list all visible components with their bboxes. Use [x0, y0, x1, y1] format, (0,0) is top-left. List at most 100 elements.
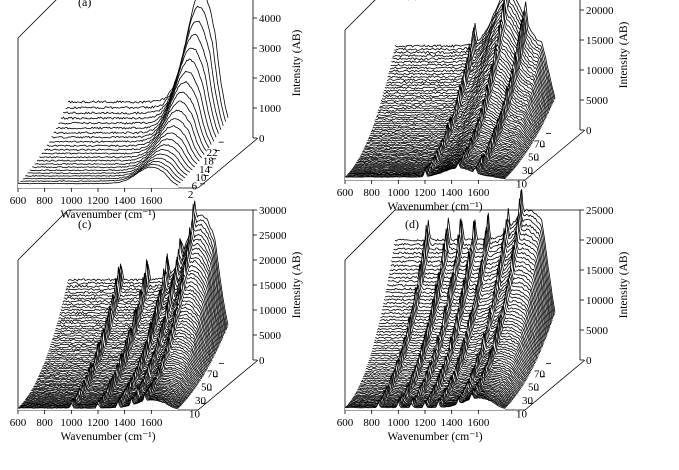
spectrum-line [63, 20, 224, 126]
panel-label: (c) [78, 217, 91, 231]
spectrum-line [41, 340, 203, 379]
spectrum-line [355, 376, 517, 397]
spectrum-line [24, 157, 186, 179]
spectrum-line [32, 143, 193, 171]
x-tick-label: 800 [36, 195, 53, 207]
spectrum-line [393, 203, 554, 317]
y-tick-label: 25000 [586, 205, 614, 217]
z-tick-label: 14 [199, 164, 211, 176]
spectrum-line [36, 355, 198, 387]
spectrum-line [370, 100, 531, 147]
z-tick-label: 2 [188, 189, 194, 201]
x-tick-label: 1000 [387, 187, 410, 199]
z-tick-label: 30 [522, 165, 534, 177]
spectrum-line [388, 19, 549, 114]
spectrum-line [58, 260, 219, 348]
y-tick-label: 15000 [259, 280, 287, 292]
spectrum-line [372, 317, 533, 369]
spectrum-line [360, 131, 522, 161]
spectrum-line [352, 377, 514, 400]
x-tick-label: 1600 [140, 417, 163, 429]
spectrum-line [386, 31, 547, 118]
spectrum-line [366, 345, 528, 380]
spectrum-line [388, 237, 549, 332]
spectrum-fill [18, 393, 178, 410]
spectrum-line [386, 20, 548, 117]
spectrum-line [45, 323, 206, 373]
y-axis-label: Intensity (AB) [291, 29, 303, 96]
spectrum-line [44, 109, 205, 155]
x-tick-label: 1400 [114, 195, 137, 207]
spectrum-line [384, 253, 546, 341]
y-tick-label: 15000 [586, 35, 614, 47]
spectrum-line [394, 0, 556, 99]
spectrum-line [355, 144, 517, 168]
spectrum-line [53, 70, 215, 142]
y-tick-label: 0 [586, 355, 592, 367]
spectrum-line [43, 329, 204, 377]
spectrum-line [383, 267, 545, 343]
spectrum-line [347, 157, 508, 177]
x-tick-label: 1400 [441, 187, 464, 199]
spectrum-fill [18, 167, 178, 188]
spectrum-line [60, 244, 222, 343]
spectrum-line [354, 146, 515, 170]
spectrum-line [17, 166, 179, 186]
spectrum-line [67, 212, 228, 328]
spectrum-line [350, 382, 511, 404]
spectrum-line [391, 2, 552, 107]
spectrum-line [373, 84, 534, 142]
spectrum-line [350, 381, 511, 403]
spectrum-line [378, 64, 539, 134]
spectrum-line [359, 362, 520, 392]
spectrum-line [48, 91, 210, 149]
x-tick-label: 1400 [441, 417, 464, 429]
spectrum-line [59, 253, 221, 344]
y-tick-label: 0 [259, 355, 265, 367]
z-tick-label: 18 [203, 156, 215, 168]
spectrum-line [351, 383, 512, 402]
x-tick-label: 1200 [87, 195, 110, 207]
depth-edge-right [197, 137, 259, 189]
spectrum-line [22, 389, 183, 405]
spectrum-line [26, 378, 187, 400]
spectrum-line [350, 152, 511, 175]
spectrum-line [355, 145, 516, 169]
spectrum-line [39, 347, 200, 382]
spectrum-line [347, 389, 508, 406]
x-axis-label: Wavenumber (cm⁻¹) [387, 201, 482, 213]
spectrum-line [368, 332, 529, 378]
spectrum-line [30, 370, 192, 395]
x-axis-label: Wavenumber (cm⁻¹) [60, 431, 155, 443]
spectrum-line [371, 317, 533, 371]
spectrum-line [387, 24, 549, 115]
spectrum-line [374, 87, 536, 140]
spectrum-line [56, 273, 218, 351]
spectrum-line [34, 363, 195, 390]
spectrum-line [50, 306, 211, 364]
spectrum-line [348, 158, 509, 176]
y-tick-label: 20000 [586, 5, 614, 17]
y-tick-label: 10000 [586, 295, 614, 307]
spectrum-line [40, 341, 201, 381]
spectrum-line [49, 307, 211, 365]
spectrum-line [25, 382, 186, 402]
chart-panel-3: (c) 600 800 1000 1200 1400 1600 Wavenumber (cm⁻… [10, 200, 303, 443]
depth-edge-top [344, 0, 376, 31]
spectrum-line [28, 379, 189, 398]
spectrum-line [363, 349, 524, 386]
spectrum-line [352, 146, 514, 171]
spectrum-line [391, 216, 552, 324]
z-tick-label: 30 [195, 395, 207, 407]
spectrum-line [389, 231, 551, 328]
spectrum-line [20, 388, 181, 407]
z-tick-label: 70 [534, 138, 546, 150]
spectrum-line [364, 117, 525, 156]
spectrum-line [358, 367, 520, 393]
spectrum-line [27, 377, 188, 399]
spectrum-line [358, 137, 519, 164]
spectrum-line [382, 274, 544, 347]
z-tick-label: 50 [528, 152, 540, 164]
y-tick-label: 5000 [586, 95, 609, 107]
